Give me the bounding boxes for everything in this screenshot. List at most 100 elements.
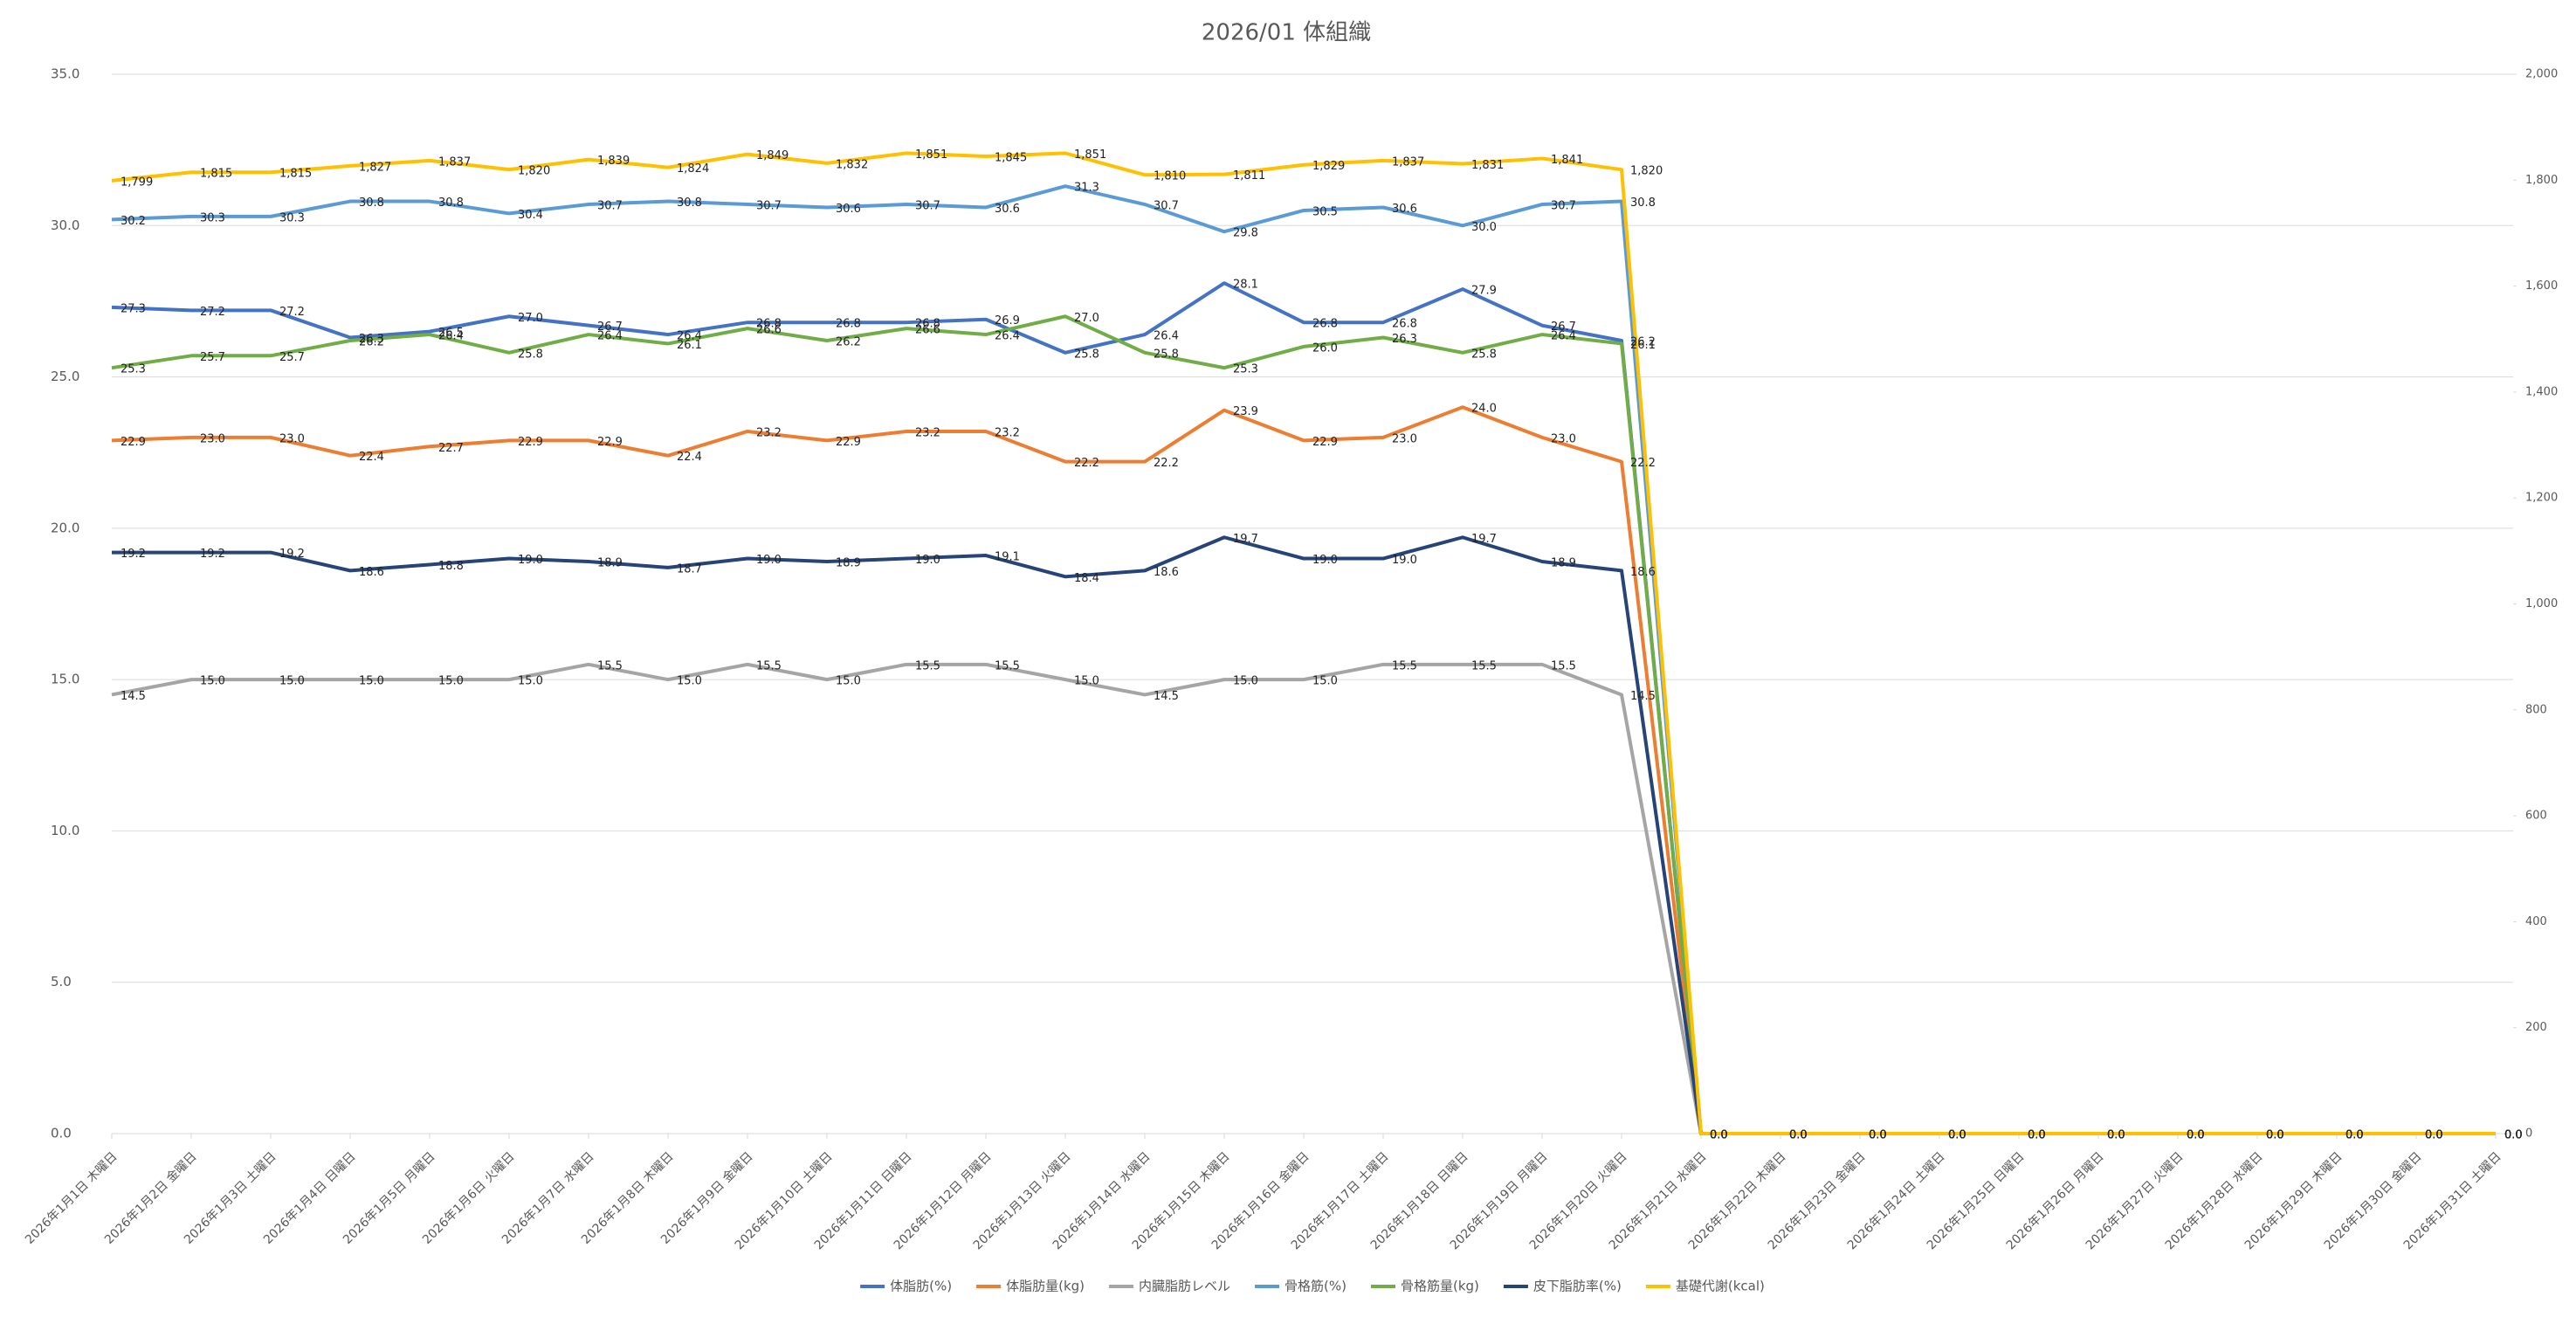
data-label: 0.0 [2425, 1129, 2443, 1142]
data-label: 0.0 [2107, 1129, 2125, 1142]
data-label: 26.4 [995, 330, 1020, 343]
y2-tick-label: 1,200 [2525, 492, 2558, 505]
data-label: 30.8 [1630, 197, 1656, 210]
data-label: 18.8 [438, 560, 464, 573]
data-label: 26.4 [677, 330, 702, 343]
data-label: 1,811 [1233, 169, 1265, 183]
data-label: 26.8 [836, 318, 861, 331]
data-label: 25.7 [200, 351, 225, 364]
data-label: 27.2 [200, 306, 225, 319]
data-label: 15.0 [836, 675, 861, 688]
data-label: 22.9 [597, 436, 623, 449]
data-label: 0.0 [2107, 1129, 2125, 1142]
data-label: 0.0 [2345, 1129, 2364, 1142]
data-label: 1,815 [279, 168, 312, 181]
data-label: 30.8 [359, 197, 384, 210]
data-label: 0 [1869, 1129, 1876, 1142]
data-label: 30.2 [121, 215, 146, 228]
data-label: 0.0 [2345, 1129, 2364, 1142]
data-label: 27.3 [121, 302, 146, 315]
data-label: 0.0 [1710, 1129, 1728, 1142]
data-label: 0.0 [2107, 1129, 2125, 1142]
data-label: 0.0 [2345, 1129, 2364, 1142]
data-label: 0.0 [1948, 1129, 1966, 1142]
data-label: 0.0 [2425, 1129, 2443, 1142]
data-label: 15.0 [438, 675, 464, 688]
data-label: 1,849 [756, 149, 789, 162]
data-label: 0 [2425, 1129, 2432, 1142]
data-label: 22.9 [121, 436, 146, 449]
legend-label: 体脂肪(%) [890, 1279, 952, 1294]
data-label: 0 [2028, 1129, 2035, 1142]
data-label: 25.8 [1471, 348, 1497, 361]
data-label: 24.0 [1471, 403, 1497, 416]
data-label: 18.9 [597, 556, 623, 569]
data-label: 30.4 [518, 209, 543, 222]
legend-label: 体脂肪量(kg) [1006, 1279, 1085, 1294]
data-label: 18.7 [677, 562, 702, 576]
data-label: 0.0 [2028, 1129, 2046, 1142]
legend-label: 骨格筋(%) [1285, 1279, 1347, 1294]
data-label: 0.0 [1948, 1129, 1966, 1142]
y-tick-label: 25.0 [51, 369, 79, 384]
data-label: 30.6 [995, 203, 1020, 216]
y-tick-label: 20.0 [51, 520, 79, 535]
data-label: 30.5 [1312, 205, 1338, 218]
data-label: 23.9 [1233, 405, 1258, 418]
data-label: 0.0 [2266, 1129, 2284, 1142]
data-label: 26.8 [756, 318, 782, 331]
data-label: 0.0 [2425, 1129, 2443, 1142]
data-label: 22.2 [1630, 457, 1656, 470]
data-label: 0.0 [1710, 1129, 1728, 1142]
legend-label: 骨格筋量(kg) [1401, 1279, 1479, 1294]
data-label: 26.7 [1551, 321, 1576, 334]
data-label: 14.5 [1154, 690, 1179, 703]
data-label: 1,815 [200, 168, 232, 181]
data-label: 26.4 [1551, 330, 1576, 343]
data-label: 0.0 [2266, 1129, 2284, 1142]
data-label: 23.2 [995, 426, 1020, 439]
data-label: 0.0 [1869, 1129, 1887, 1142]
y2-tick-label: 800 [2525, 703, 2547, 716]
data-label: 0.0 [2504, 1129, 2523, 1142]
chart-title: 2026/01 体組織 [1202, 20, 1371, 46]
data-label: 1,832 [836, 158, 868, 171]
data-label: 0.0 [2187, 1129, 2205, 1142]
data-label: 30.8 [438, 197, 464, 210]
data-label: 19.2 [121, 548, 146, 561]
y2-tick-label: 200 [2525, 1021, 2547, 1034]
y2-tick-label: 1,400 [2525, 385, 2558, 398]
data-label: 25.8 [1154, 348, 1179, 361]
data-label: 18.6 [1630, 566, 1656, 579]
data-label: 0.0 [1948, 1129, 1966, 1142]
data-label: 0.0 [2266, 1129, 2284, 1142]
data-label: 30.3 [279, 211, 305, 224]
data-label: 26.5 [438, 327, 464, 340]
data-label: 27.2 [279, 306, 305, 319]
data-label: 0.0 [1869, 1129, 1887, 1142]
y-tick-label: 35.0 [51, 66, 79, 82]
data-label: 0.0 [2028, 1129, 2046, 1142]
data-label: 15.5 [756, 659, 782, 672]
data-label: 0 [1710, 1129, 1717, 1142]
data-label: 22.9 [518, 436, 543, 449]
data-label: 0.0 [1710, 1129, 1728, 1142]
legend-label: 皮下脂肪率(%) [1533, 1279, 1622, 1294]
y-tick-label: 0.0 [51, 1126, 72, 1141]
data-label: 18.9 [836, 556, 861, 569]
data-label: 19.2 [200, 548, 225, 561]
data-label: 1,851 [915, 148, 947, 162]
data-label: 26.4 [1154, 330, 1179, 343]
data-label: 30.3 [200, 211, 225, 224]
data-label: 0.0 [2107, 1129, 2125, 1142]
data-label: 19.2 [279, 548, 305, 561]
data-label: 15.0 [200, 675, 225, 688]
data-label: 30.7 [597, 200, 623, 213]
data-label: 22.4 [677, 451, 702, 464]
data-label: 23.0 [200, 432, 225, 445]
data-label: 15.0 [1312, 675, 1338, 688]
data-label: 25.7 [279, 351, 305, 364]
data-label: 1,829 [1312, 160, 1345, 173]
